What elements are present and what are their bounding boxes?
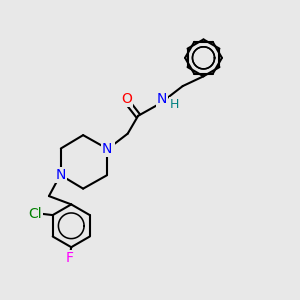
Text: F: F <box>66 251 74 266</box>
Text: N: N <box>56 168 66 182</box>
Text: O: O <box>121 92 132 106</box>
Text: N: N <box>103 142 114 155</box>
Text: Cl: Cl <box>28 207 42 220</box>
Text: N: N <box>102 142 112 155</box>
Text: H: H <box>170 98 179 111</box>
Text: N: N <box>157 92 167 106</box>
